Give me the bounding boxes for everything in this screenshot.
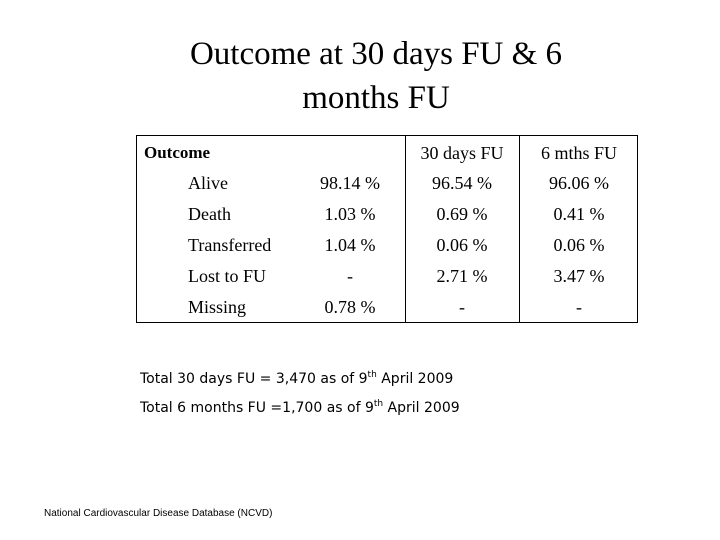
row-alive-30-days: 96.54 % [432, 173, 492, 193]
note-6-months-sup: th [373, 399, 384, 409]
note-30-days-sup: th [367, 370, 377, 380]
header-30-days: 30 days FU [420, 143, 504, 163]
table-divider-1 [519, 136, 520, 322]
row-missing-col1: 0.78 % [324, 297, 376, 317]
row-label-death: Death [188, 204, 231, 224]
note-30-days-text: Total 30 days FU = 3,470 as of 9 [140, 371, 368, 387]
note-6-months-total: Total 6 months FU =1,700 as of 9th April… [140, 399, 460, 416]
row-alive-6-months: 96.06 % [549, 173, 609, 193]
row-transferred-30-days: 0.06 % [436, 235, 488, 255]
note-30-days-suffix: April 2009 [376, 371, 454, 387]
row-missing-6-months: - [576, 297, 582, 317]
row-death-30-days: 0.69 % [436, 204, 488, 224]
row-death-col1: 1.03 % [324, 204, 376, 224]
slide-title-line-2: months FU [302, 80, 450, 116]
row-label-lost-to-fu: Lost to FU [188, 266, 267, 286]
row-lost-6-months: 3.47 % [553, 266, 605, 286]
slide-title: Outcome at 30 days FU & 6 months FU [0, 32, 720, 120]
row-label-missing: Missing [188, 297, 247, 317]
row-transferred-6-months: 0.06 % [553, 235, 605, 255]
row-death-6-months: 0.41 % [553, 204, 605, 224]
row-lost-30-days: 2.71 % [436, 266, 488, 286]
row-missing-30-days: - [459, 297, 465, 317]
outcome-table: Outcome 30 days FU 6 mths FU Alive 98.14… [136, 135, 638, 323]
row-label-transferred: Transferred [188, 235, 272, 255]
row-label-alive: Alive [188, 173, 228, 193]
footer-source: National Cardiovascular Disease Database… [44, 508, 273, 519]
row-transferred-col1: 1.04 % [324, 235, 376, 255]
table-divider-2 [405, 136, 406, 322]
row-lost-col1: - [347, 266, 353, 286]
slide-title-line-1: Outcome at 30 days FU & 6 [189, 36, 563, 72]
note-6-months-text: Total 6 months FU =1,700 as of 9 [140, 400, 374, 416]
note-30-days-total: Total 30 days FU = 3,470 as of 9th April… [140, 370, 453, 387]
header-6-months: 6 mths FU [540, 143, 618, 163]
note-6-months-suffix: April 2009 [383, 400, 460, 416]
row-alive-col1: 98.14 % [320, 173, 380, 193]
header-outcome: Outcome [144, 143, 211, 162]
